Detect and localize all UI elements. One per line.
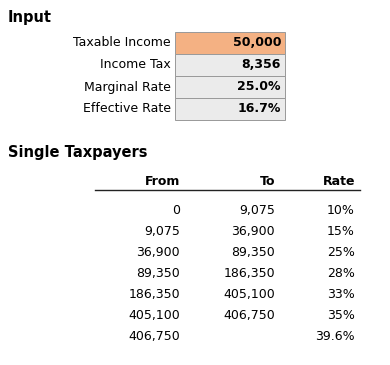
Text: 9,075: 9,075 bbox=[239, 204, 275, 217]
Text: 186,350: 186,350 bbox=[128, 288, 180, 301]
Text: To: To bbox=[259, 175, 275, 188]
Text: 406,750: 406,750 bbox=[128, 330, 180, 343]
Text: Effective Rate: Effective Rate bbox=[83, 103, 171, 115]
Bar bbox=[175, 98, 285, 120]
Text: 25%: 25% bbox=[327, 246, 355, 259]
Text: 89,350: 89,350 bbox=[231, 246, 275, 259]
Text: Income Tax: Income Tax bbox=[100, 58, 171, 72]
Text: 50,000: 50,000 bbox=[232, 36, 281, 50]
Text: 89,350: 89,350 bbox=[136, 267, 180, 280]
Text: 186,350: 186,350 bbox=[223, 267, 275, 280]
Bar bbox=[175, 54, 285, 76]
Text: 35%: 35% bbox=[327, 309, 355, 322]
Text: 406,750: 406,750 bbox=[223, 309, 275, 322]
Text: Input: Input bbox=[8, 10, 52, 25]
Text: 405,100: 405,100 bbox=[128, 309, 180, 322]
Text: 25.0%: 25.0% bbox=[238, 81, 281, 93]
Text: 0: 0 bbox=[172, 204, 180, 217]
Bar bbox=[175, 32, 285, 54]
Text: 10%: 10% bbox=[327, 204, 355, 217]
Text: Marginal Rate: Marginal Rate bbox=[84, 81, 171, 93]
Text: 9,075: 9,075 bbox=[144, 225, 180, 238]
Text: 15%: 15% bbox=[327, 225, 355, 238]
Text: 36,900: 36,900 bbox=[231, 225, 275, 238]
Text: 36,900: 36,900 bbox=[136, 246, 180, 259]
Text: 16.7%: 16.7% bbox=[238, 103, 281, 115]
Text: 8,356: 8,356 bbox=[242, 58, 281, 72]
Text: Rate: Rate bbox=[323, 175, 355, 188]
Bar bbox=[175, 76, 285, 98]
Text: Single Taxpayers: Single Taxpayers bbox=[8, 145, 147, 160]
Text: 39.6%: 39.6% bbox=[316, 330, 355, 343]
Text: 405,100: 405,100 bbox=[223, 288, 275, 301]
Text: 33%: 33% bbox=[327, 288, 355, 301]
Text: 28%: 28% bbox=[327, 267, 355, 280]
Text: Taxable Income: Taxable Income bbox=[73, 36, 171, 50]
Text: From: From bbox=[145, 175, 180, 188]
